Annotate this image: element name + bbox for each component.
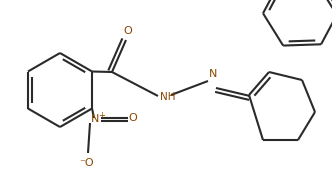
Text: O: O: [124, 26, 132, 36]
Text: O: O: [128, 113, 137, 123]
Text: +: +: [99, 111, 106, 120]
Text: ⁻O: ⁻O: [80, 158, 94, 168]
Text: N: N: [209, 69, 217, 79]
Text: NH: NH: [160, 92, 176, 102]
Text: N: N: [91, 114, 99, 124]
